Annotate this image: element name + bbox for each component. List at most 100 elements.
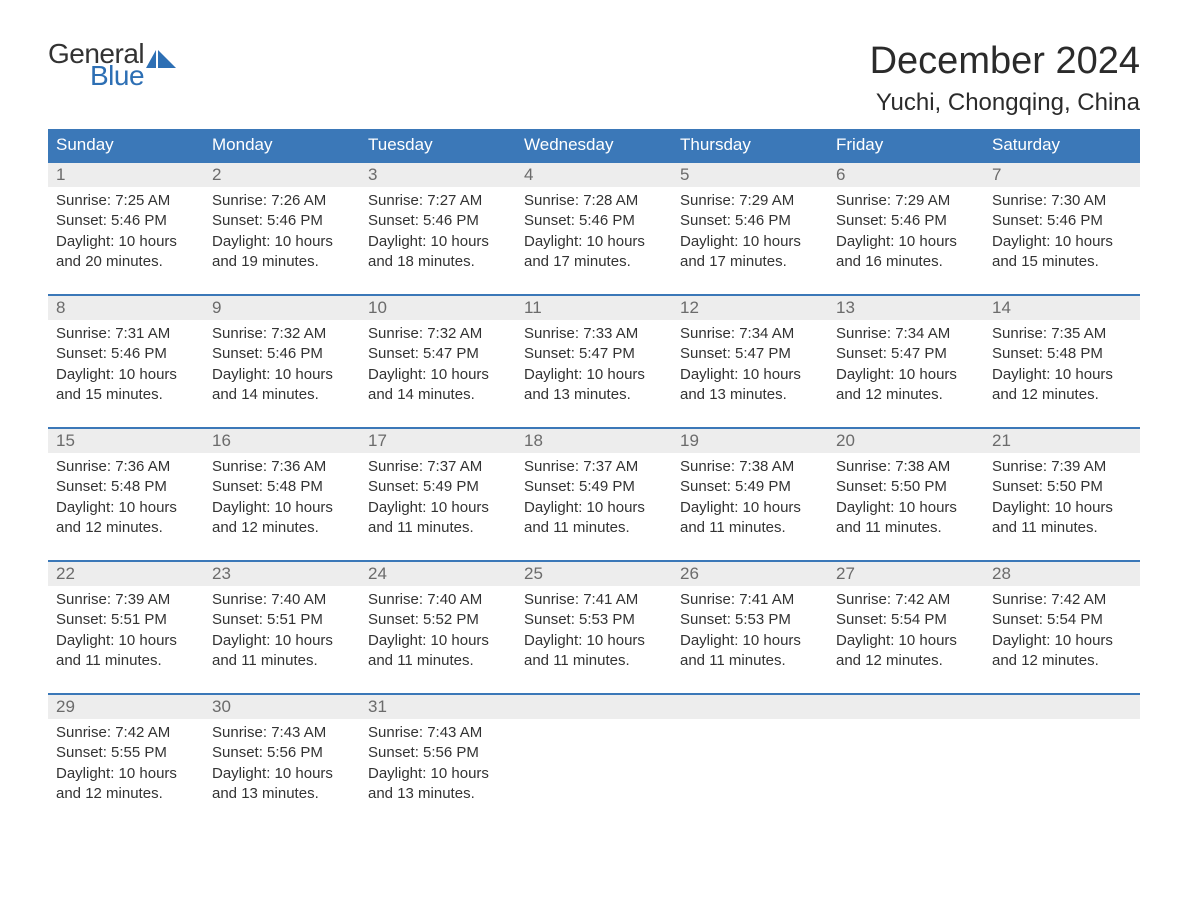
sunrise-text: Sunrise: 7:32 AM	[368, 324, 508, 344]
day-number: 27	[828, 562, 984, 586]
sunset-text: Sunset: 5:46 PM	[56, 211, 196, 231]
sunset-text: Sunset: 5:47 PM	[836, 344, 976, 364]
day-number: 9	[204, 296, 360, 320]
day-cell	[516, 719, 672, 804]
sunrise-text: Sunrise: 7:39 AM	[992, 457, 1132, 477]
day-number: 15	[48, 429, 204, 453]
sunrise-text: Sunrise: 7:34 AM	[680, 324, 820, 344]
daylight-text: Daylight: 10 hours and 11 minutes.	[56, 631, 196, 672]
day-number: 31	[360, 695, 516, 719]
day-cell: Sunrise: 7:42 AMSunset: 5:55 PMDaylight:…	[48, 719, 204, 804]
day-number: 2	[204, 163, 360, 187]
daylight-text: Daylight: 10 hours and 11 minutes.	[680, 498, 820, 539]
day-cell: Sunrise: 7:38 AMSunset: 5:50 PMDaylight:…	[828, 453, 984, 538]
day-number: 10	[360, 296, 516, 320]
daynum-row: 15161718192021	[48, 429, 1140, 453]
sunrise-text: Sunrise: 7:38 AM	[680, 457, 820, 477]
day-number: 22	[48, 562, 204, 586]
sunrise-text: Sunrise: 7:26 AM	[212, 191, 352, 211]
daylight-text: Daylight: 10 hours and 16 minutes.	[836, 232, 976, 273]
daylight-text: Daylight: 10 hours and 13 minutes.	[212, 764, 352, 805]
sunrise-text: Sunrise: 7:37 AM	[524, 457, 664, 477]
daylight-text: Daylight: 10 hours and 13 minutes.	[368, 764, 508, 805]
day-cell: Sunrise: 7:37 AMSunset: 5:49 PMDaylight:…	[360, 453, 516, 538]
sunset-text: Sunset: 5:46 PM	[524, 211, 664, 231]
calendar: Sunday Monday Tuesday Wednesday Thursday…	[48, 129, 1140, 804]
calendar-week: 1234567Sunrise: 7:25 AMSunset: 5:46 PMDa…	[48, 161, 1140, 272]
day-number: 17	[360, 429, 516, 453]
daylight-text: Daylight: 10 hours and 12 minutes.	[836, 365, 976, 406]
sunset-text: Sunset: 5:47 PM	[524, 344, 664, 364]
sunrise-text: Sunrise: 7:42 AM	[992, 590, 1132, 610]
day-header-tuesday: Tuesday	[360, 129, 516, 161]
daylight-text: Daylight: 10 hours and 12 minutes.	[212, 498, 352, 539]
sunrise-text: Sunrise: 7:29 AM	[680, 191, 820, 211]
day-cell: Sunrise: 7:35 AMSunset: 5:48 PMDaylight:…	[984, 320, 1140, 405]
day-cell: Sunrise: 7:29 AMSunset: 5:46 PMDaylight:…	[828, 187, 984, 272]
day-number: 3	[360, 163, 516, 187]
sunset-text: Sunset: 5:46 PM	[212, 344, 352, 364]
day-number: 20	[828, 429, 984, 453]
day-cell: Sunrise: 7:36 AMSunset: 5:48 PMDaylight:…	[204, 453, 360, 538]
day-header-friday: Friday	[828, 129, 984, 161]
daylight-text: Daylight: 10 hours and 12 minutes.	[992, 631, 1132, 672]
sunrise-text: Sunrise: 7:43 AM	[212, 723, 352, 743]
day-cell: Sunrise: 7:36 AMSunset: 5:48 PMDaylight:…	[48, 453, 204, 538]
sunrise-text: Sunrise: 7:41 AM	[524, 590, 664, 610]
day-cell	[672, 719, 828, 804]
day-number	[828, 695, 984, 719]
day-cell: Sunrise: 7:42 AMSunset: 5:54 PMDaylight:…	[828, 586, 984, 671]
daylight-text: Daylight: 10 hours and 17 minutes.	[680, 232, 820, 273]
day-cell: Sunrise: 7:30 AMSunset: 5:46 PMDaylight:…	[984, 187, 1140, 272]
day-number: 12	[672, 296, 828, 320]
sunset-text: Sunset: 5:46 PM	[368, 211, 508, 231]
day-cell: Sunrise: 7:38 AMSunset: 5:49 PMDaylight:…	[672, 453, 828, 538]
day-cell: Sunrise: 7:34 AMSunset: 5:47 PMDaylight:…	[672, 320, 828, 405]
day-cell: Sunrise: 7:40 AMSunset: 5:52 PMDaylight:…	[360, 586, 516, 671]
sunset-text: Sunset: 5:48 PM	[56, 477, 196, 497]
sunset-text: Sunset: 5:49 PM	[680, 477, 820, 497]
sunrise-text: Sunrise: 7:38 AM	[836, 457, 976, 477]
day-cell: Sunrise: 7:32 AMSunset: 5:47 PMDaylight:…	[360, 320, 516, 405]
day-header-sunday: Sunday	[48, 129, 204, 161]
day-cell: Sunrise: 7:40 AMSunset: 5:51 PMDaylight:…	[204, 586, 360, 671]
sunrise-text: Sunrise: 7:40 AM	[368, 590, 508, 610]
sunset-text: Sunset: 5:48 PM	[212, 477, 352, 497]
daynum-row: 293031	[48, 695, 1140, 719]
daylight-text: Daylight: 10 hours and 12 minutes.	[56, 764, 196, 805]
day-number: 28	[984, 562, 1140, 586]
day-number: 23	[204, 562, 360, 586]
day-cell: Sunrise: 7:33 AMSunset: 5:47 PMDaylight:…	[516, 320, 672, 405]
day-number: 14	[984, 296, 1140, 320]
daylight-text: Daylight: 10 hours and 11 minutes.	[368, 631, 508, 672]
day-number: 13	[828, 296, 984, 320]
logo-text-bottom: Blue	[90, 62, 176, 90]
sunset-text: Sunset: 5:56 PM	[368, 743, 508, 763]
sunset-text: Sunset: 5:49 PM	[368, 477, 508, 497]
daylight-text: Daylight: 10 hours and 11 minutes.	[212, 631, 352, 672]
day-number: 4	[516, 163, 672, 187]
day-number	[516, 695, 672, 719]
daylight-text: Daylight: 10 hours and 11 minutes.	[992, 498, 1132, 539]
sunset-text: Sunset: 5:46 PM	[836, 211, 976, 231]
day-cell: Sunrise: 7:32 AMSunset: 5:46 PMDaylight:…	[204, 320, 360, 405]
daylight-text: Daylight: 10 hours and 11 minutes.	[836, 498, 976, 539]
day-cell: Sunrise: 7:28 AMSunset: 5:46 PMDaylight:…	[516, 187, 672, 272]
day-cell: Sunrise: 7:43 AMSunset: 5:56 PMDaylight:…	[204, 719, 360, 804]
sunset-text: Sunset: 5:48 PM	[992, 344, 1132, 364]
day-cell: Sunrise: 7:37 AMSunset: 5:49 PMDaylight:…	[516, 453, 672, 538]
sunrise-text: Sunrise: 7:37 AM	[368, 457, 508, 477]
sunset-text: Sunset: 5:49 PM	[524, 477, 664, 497]
sunset-text: Sunset: 5:52 PM	[368, 610, 508, 630]
daylight-text: Daylight: 10 hours and 12 minutes.	[56, 498, 196, 539]
sunset-text: Sunset: 5:56 PM	[212, 743, 352, 763]
daylight-text: Daylight: 10 hours and 11 minutes.	[680, 631, 820, 672]
sunrise-text: Sunrise: 7:33 AM	[524, 324, 664, 344]
day-cell: Sunrise: 7:42 AMSunset: 5:54 PMDaylight:…	[984, 586, 1140, 671]
sunrise-text: Sunrise: 7:42 AM	[56, 723, 196, 743]
day-cell: Sunrise: 7:31 AMSunset: 5:46 PMDaylight:…	[48, 320, 204, 405]
daylight-text: Daylight: 10 hours and 13 minutes.	[524, 365, 664, 406]
sunrise-text: Sunrise: 7:39 AM	[56, 590, 196, 610]
day-number	[984, 695, 1140, 719]
sunset-text: Sunset: 5:50 PM	[836, 477, 976, 497]
